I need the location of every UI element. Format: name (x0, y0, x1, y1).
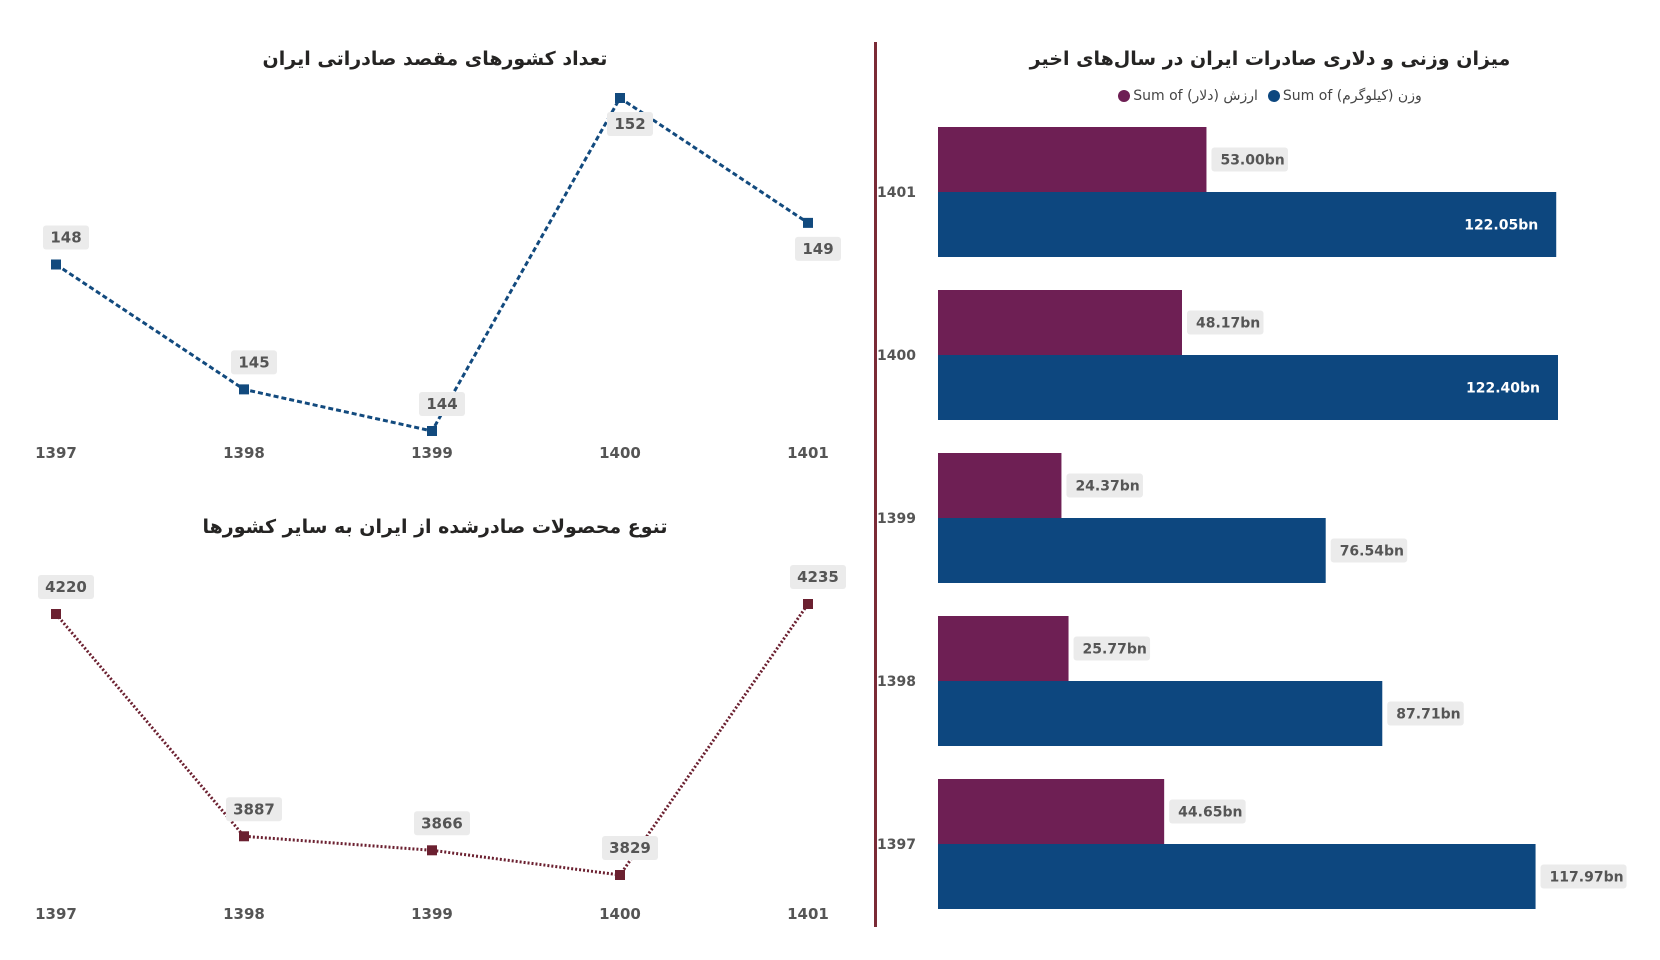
data-label: 144 (426, 395, 457, 413)
data-label: 3887 (233, 800, 275, 818)
products-chart-panel: تنوع محصولات صادرشده از ایران به سایر کش… (0, 470, 874, 960)
x-tick-label: 1400 (599, 905, 641, 923)
data-point-marker[interactable] (615, 870, 625, 880)
exports-chart-title: میزان وزنی و دلاری صادرات ایران در سال‌ه… (1029, 48, 1511, 70)
data-point-marker[interactable] (239, 831, 249, 842)
legend-label-weight: Sum of وزن (کیلوگرم) (1282, 88, 1422, 104)
bar-data-label: 122.05bn (1464, 218, 1538, 234)
countries-chart-title: تعداد کشورهای مقصد صادراتی ایران (262, 48, 608, 70)
data-label-background (231, 350, 277, 375)
bar-data-label-background (1169, 799, 1246, 824)
data-point-marker[interactable] (803, 217, 813, 228)
countries-chart-panel: تعداد کشورهای مقصد صادراتی ایران 148 145 1… (0, 0, 874, 470)
bar[interactable] (938, 616, 1069, 681)
bar-data-label: 48.17bn (1196, 316, 1260, 332)
bar-data-label-background (1066, 473, 1143, 498)
bar-data-label-background (1540, 864, 1627, 889)
y-tick-label: 1401 (877, 185, 916, 201)
x-tick-label: 1399 (411, 444, 453, 462)
exports-chart-panel: میزان وزنی و دلاری صادرات ایران در سال‌ه… (877, 0, 1660, 960)
data-label-background (414, 811, 470, 836)
x-tick-label: 1399 (411, 905, 453, 923)
bar-data-label: 53.00bn (1220, 153, 1284, 169)
x-tick-label: 1398 (223, 905, 265, 923)
legend-item-value[interactable]: Sum of ارزش (دلار) (1118, 88, 1258, 104)
data-label-background (602, 836, 658, 860)
data-label: 4235 (797, 568, 839, 586)
data-label: 4220 (45, 578, 87, 596)
bar[interactable] (938, 127, 1207, 192)
x-tick-label: 1397 (35, 905, 77, 923)
data-label: 152 (614, 115, 645, 133)
bar-data-label: 24.37bn (1075, 479, 1139, 495)
x-tick-label: 1401 (787, 444, 829, 462)
panel-divider (874, 42, 877, 927)
bar[interactable] (938, 290, 1182, 355)
bar-data-label-background (1186, 310, 1264, 335)
data-label: 148 (50, 229, 81, 247)
y-tick-label: 1400 (877, 348, 916, 364)
data-label-background (38, 575, 94, 600)
products-chart-title: تنوع محصولات صادرشده از ایران به سایر کش… (202, 516, 668, 538)
bar-data-label: 76.54bn (1340, 544, 1404, 560)
data-label: 149 (802, 240, 833, 258)
series-line (55, 95, 809, 433)
bar-data-label: 117.97bn (1550, 870, 1624, 886)
exports-bar-chart: 1401 53.00bn 122.05bn 1400 48.17bn 122.40bn 13… (877, 127, 1627, 909)
bar-data-label-background (1330, 538, 1408, 563)
x-tick-label: 1397 (35, 444, 77, 462)
bar-data-label: 122.40bn (1466, 381, 1540, 397)
bar-data-label: 44.65bn (1178, 805, 1242, 821)
bar-data-label: 25.77bn (1083, 642, 1147, 658)
data-point-marker[interactable] (427, 845, 437, 856)
bar[interactable] (938, 844, 1536, 909)
bar[interactable] (938, 192, 1557, 257)
y-tick-label: 1397 (877, 837, 916, 853)
bar-data-label-background (1211, 147, 1288, 172)
legend-dot-weight-icon (1267, 90, 1280, 102)
data-label: 3829 (609, 839, 651, 857)
data-label: 3866 (421, 814, 463, 832)
data-label: 145 (238, 353, 269, 371)
data-point-marker[interactable] (427, 426, 437, 436)
data-label-background (43, 225, 89, 250)
y-tick-label: 1399 (877, 511, 916, 527)
bar[interactable] (938, 681, 1383, 746)
x-tick-label: 1398 (223, 444, 265, 462)
exports-legend: Sum of ارزش (دلار) Sum of وزن (کیلوگرم) (880, 88, 1660, 104)
bar-data-label-background (1073, 636, 1151, 661)
countries-line-chart: 148 145 144 152 149 1397 1398 1399 1400 1401 (35, 93, 841, 462)
legend-dot-value-icon (1118, 90, 1131, 102)
bar[interactable] (938, 779, 1165, 844)
bar[interactable] (938, 518, 1326, 583)
x-tick-label: 1400 (599, 444, 641, 462)
data-point-marker[interactable] (51, 259, 61, 270)
data-point-marker[interactable] (803, 599, 813, 609)
data-label-background (607, 112, 653, 136)
data-label-background (795, 236, 841, 261)
data-point-marker[interactable] (51, 609, 61, 620)
data-label-background (419, 392, 465, 416)
bar-data-label: 87.71bn (1396, 707, 1460, 723)
y-tick-label: 1398 (877, 674, 916, 690)
legend-item-weight[interactable]: Sum of وزن (کیلوگرم) (1267, 88, 1422, 104)
bar-data-label-background (1387, 701, 1464, 726)
bar[interactable] (938, 355, 1558, 420)
data-label-background (226, 797, 282, 822)
products-line-chart: 4220 3887 3866 3829 4235 1397 1398 1399 1400 1401 (35, 565, 846, 923)
x-tick-label: 1401 (787, 905, 829, 923)
bar[interactable] (938, 453, 1062, 518)
legend-label-value: Sum of ارزش (دلار) (1133, 88, 1258, 104)
data-point-marker[interactable] (615, 93, 625, 103)
data-point-marker[interactable] (239, 384, 249, 395)
data-label-background (790, 565, 846, 589)
